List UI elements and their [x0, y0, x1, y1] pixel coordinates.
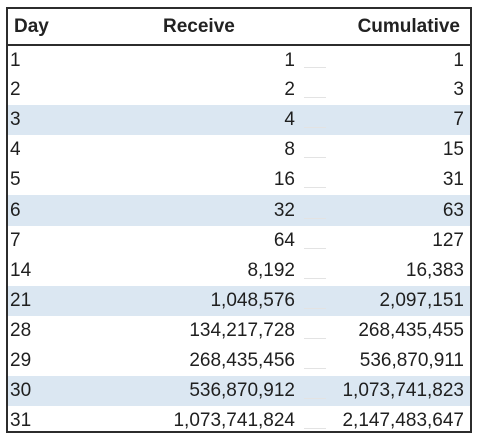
faint-cell-line	[304, 157, 326, 159]
header-cumulative: Cumulative	[334, 9, 470, 46]
faint-cell-line	[304, 97, 326, 99]
table-row: 31 1,073,741,824 2,147,483,647	[8, 406, 470, 436]
faint-cell-line	[304, 428, 326, 430]
cell-receive[interactable]: 134,217,728	[189, 319, 295, 341]
faint-cell-line	[304, 368, 326, 370]
cell-cumulative[interactable]: 1,073,741,823	[342, 380, 464, 402]
cell-cumulative[interactable]: 1	[453, 49, 464, 71]
cell-receive[interactable]: 16	[273, 169, 295, 191]
faint-cell-line	[304, 187, 326, 189]
cell-cumulative[interactable]: 536,870,911	[359, 349, 464, 371]
cell-spacer	[299, 195, 334, 225]
cell-day[interactable]: 2	[10, 79, 21, 101]
cell-cumulative[interactable]: 63	[442, 199, 464, 221]
doubling-table: Day Receive Cumulative 1 1 1 2 2 3 3 4 7 4 8 15 5 16 3…	[8, 9, 470, 436]
cell-cumulative[interactable]: 3	[453, 79, 464, 101]
cell-receive[interactable]: 1,048,576	[210, 289, 295, 311]
cell-day[interactable]: 1	[10, 49, 21, 71]
cell-receive[interactable]: 1	[284, 49, 295, 71]
cell-cumulative[interactable]: 31	[442, 169, 464, 191]
cell-cumulative[interactable]: 15	[442, 139, 464, 161]
cell-receive[interactable]: 8,192	[247, 259, 295, 281]
cell-cumulative[interactable]: 268,435,455	[358, 319, 464, 341]
cell-receive[interactable]: 32	[273, 199, 295, 221]
table-row: 2 2 3	[8, 75, 470, 105]
header-row: Day Receive Cumulative	[8, 9, 470, 46]
cell-cumulative[interactable]: 7	[453, 109, 464, 131]
cell-spacer	[299, 226, 334, 256]
cell-receive[interactable]: 2	[284, 79, 295, 101]
faint-cell-line	[304, 398, 326, 400]
faint-cell-line	[304, 337, 326, 339]
cell-day[interactable]: 28	[10, 319, 32, 341]
table-row: 7 64 127	[8, 226, 470, 256]
faint-cell-line	[304, 277, 326, 279]
header-day: Day	[8, 9, 71, 46]
cell-day[interactable]: 4	[10, 139, 21, 161]
faint-cell-line	[304, 247, 326, 249]
faint-cell-line	[304, 67, 326, 69]
cell-receive[interactable]: 64	[273, 229, 295, 251]
cell-day[interactable]: 30	[10, 380, 32, 402]
cell-day[interactable]: 5	[10, 169, 21, 191]
cell-spacer	[299, 165, 334, 195]
cell-spacer	[299, 316, 334, 346]
table-row: 29 268,435,456 536,870,911	[8, 346, 470, 376]
table-row: 3 4 7	[8, 105, 470, 136]
cell-spacer	[299, 105, 334, 135]
cell-cumulative[interactable]: 127	[432, 229, 464, 251]
table-row: 6 32 63	[8, 195, 470, 226]
faint-cell-line	[304, 127, 326, 129]
cell-spacer	[299, 45, 334, 75]
table-row: 28 134,217,728 268,435,455	[8, 316, 470, 346]
cell-day[interactable]: 21	[10, 289, 32, 311]
cell-day[interactable]: 7	[10, 229, 21, 251]
cell-day[interactable]: 14	[10, 259, 32, 281]
cell-receive[interactable]: 4	[284, 109, 295, 131]
cell-receive[interactable]: 268,435,456	[189, 349, 295, 371]
table-row: 5 16 31	[8, 165, 470, 195]
cell-cumulative[interactable]: 16,383	[405, 259, 464, 281]
cell-spacer	[299, 135, 334, 165]
data-table-frame: Day Receive Cumulative 1 1 1 2 2 3 3 4 7 4 8 15 5 16 3…	[6, 7, 472, 433]
table-row: 4 8 15	[8, 135, 470, 165]
cell-spacer	[299, 286, 334, 316]
cell-spacer	[299, 406, 334, 436]
table-row: 1 1 1	[8, 45, 470, 75]
header-receive: Receive	[71, 9, 334, 46]
table-row: 21 1,048,576 2,097,151	[8, 285, 470, 316]
cell-receive[interactable]: 1,073,741,824	[173, 410, 295, 432]
cell-spacer	[299, 256, 334, 286]
cell-receive[interactable]: 8	[284, 139, 295, 161]
faint-cell-line	[304, 307, 326, 309]
cell-day[interactable]: 3	[10, 109, 21, 131]
cell-cumulative[interactable]: 2,097,151	[379, 289, 464, 311]
cell-receive[interactable]: 536,870,912	[189, 380, 295, 402]
cell-day[interactable]: 31	[10, 410, 32, 432]
table-row: 30 536,870,912 1,073,741,823	[8, 376, 470, 407]
cell-spacer	[299, 75, 334, 105]
cell-day[interactable]: 29	[10, 349, 32, 371]
faint-cell-line	[304, 217, 326, 219]
table-row: 14 8,192 16,383	[8, 256, 470, 286]
cell-spacer	[299, 346, 334, 376]
table-body: 1 1 1 2 2 3 3 4 7 4 8 15 5 16 31 6 32 63 7 64 127 14 8,192 16,3…	[8, 45, 470, 436]
cell-cumulative[interactable]: 2,147,483,647	[342, 410, 464, 432]
cell-spacer	[299, 376, 334, 406]
cell-day[interactable]: 6	[10, 199, 21, 221]
